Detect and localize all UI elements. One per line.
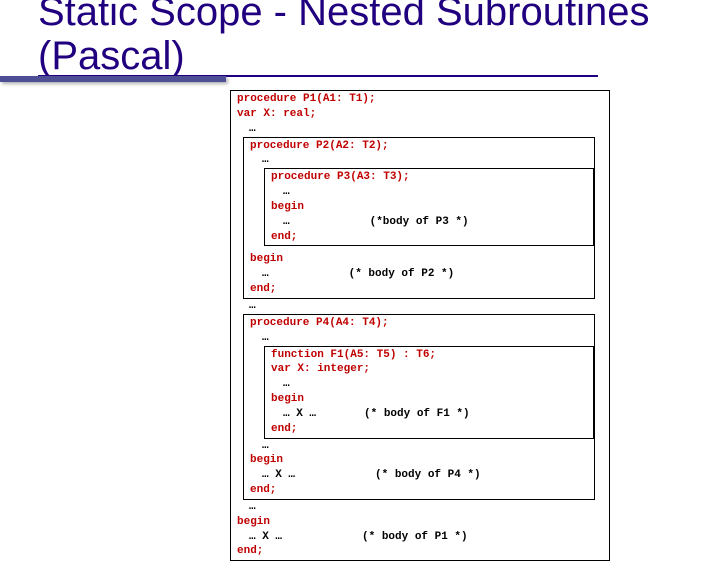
code-line: begin bbox=[271, 200, 587, 215]
code-line: begin bbox=[250, 252, 588, 267]
code-line: end; bbox=[250, 282, 588, 297]
code-line: … X …(* body of P4 *) bbox=[250, 468, 588, 483]
code-line: … bbox=[262, 153, 588, 168]
code-line: …(*body of P3 *) bbox=[271, 215, 587, 230]
code-line: procedure P4(A4: T4); bbox=[250, 316, 588, 331]
code-line: end; bbox=[237, 544, 603, 559]
code-line: end; bbox=[271, 230, 587, 245]
code-line: … X …(* body of F1 *) bbox=[271, 407, 587, 422]
code-line: var X: real; bbox=[237, 107, 603, 122]
slide-title: Static Scope - Nested Subroutines (Pasca… bbox=[38, 0, 720, 78]
function-f1-box: function F1(A5: T5) : T6; var X: integer… bbox=[264, 346, 594, 439]
procedure-p3-box: procedure P3(A3: T3); … begin …(*body of… bbox=[264, 168, 594, 246]
code-line: end; bbox=[250, 483, 588, 498]
code-line: begin bbox=[237, 515, 603, 530]
code-line: … bbox=[283, 185, 587, 200]
code-line: … X …(* body of P1 *) bbox=[237, 530, 603, 545]
code-line: …(* body of P2 *) bbox=[250, 267, 588, 282]
procedure-p4-box: procedure P4(A4: T4); … function F1(A5: … bbox=[243, 314, 595, 500]
code-line: … bbox=[262, 331, 588, 346]
code-line: end; bbox=[271, 422, 587, 437]
code-block: procedure P1(A1: T1); var X: real; … pro… bbox=[230, 90, 610, 561]
accent-bar bbox=[0, 76, 226, 82]
code-line: … bbox=[262, 439, 588, 454]
code-line: … bbox=[283, 377, 587, 392]
code-line: procedure P3(A3: T3); bbox=[271, 170, 587, 185]
code-line: … bbox=[249, 500, 603, 515]
code-line: procedure P1(A1: T1); bbox=[237, 92, 603, 107]
procedure-p1-box: procedure P1(A1: T1); var X: real; … pro… bbox=[230, 90, 610, 561]
code-line: begin bbox=[271, 392, 587, 407]
code-line: function F1(A5: T5) : T6; bbox=[271, 348, 587, 363]
code-line: begin bbox=[250, 453, 588, 468]
code-line: … bbox=[249, 299, 603, 314]
code-line: … bbox=[249, 122, 603, 137]
procedure-p2-box: procedure P2(A2: T2); … procedure P3(A3:… bbox=[243, 137, 595, 299]
code-line: procedure P2(A2: T2); bbox=[250, 139, 588, 154]
code-line: var X: integer; bbox=[271, 362, 587, 377]
